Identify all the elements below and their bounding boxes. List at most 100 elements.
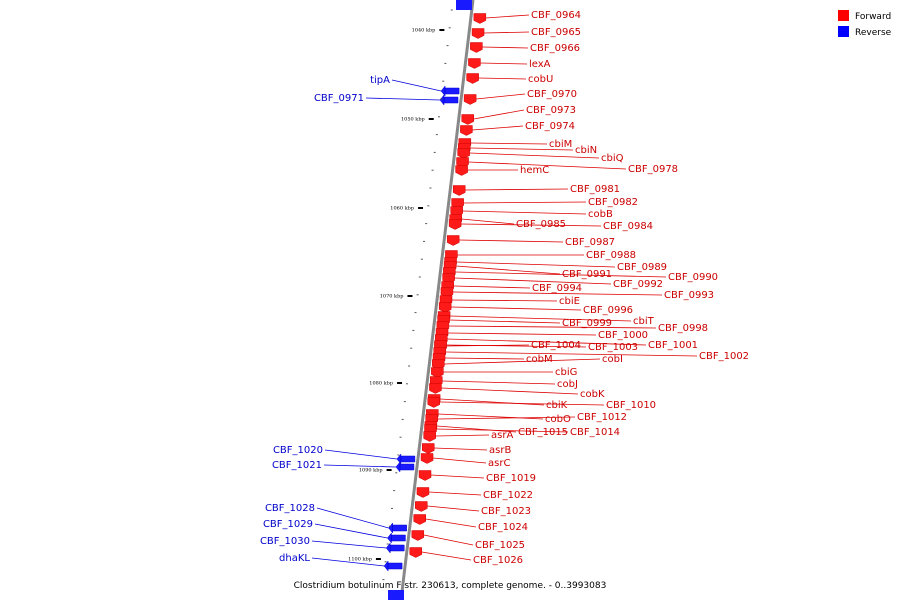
forward-gene-label[interactable]: CBF_0989 [617,262,667,273]
forward-gene-arrow[interactable] [471,28,485,39]
forward-gene-arrow[interactable] [455,165,468,176]
forward-gene-arrow[interactable] [411,530,425,541]
forward-gene-label[interactable]: CBF_0964 [531,10,581,21]
forward-gene-arrow[interactable] [421,443,435,454]
forward-gene-label[interactable]: CBF_0987 [565,237,615,248]
forward-gene-label[interactable]: CBF_0992 [613,279,663,290]
forward-gene-label[interactable]: CBF_1026 [473,555,523,566]
forward-gene-label[interactable]: CBF_1012 [577,412,627,423]
forward-gene-label[interactable]: CBF_1010 [606,400,656,411]
forward-gene-label[interactable]: asrA [491,430,513,441]
forward-gene-label[interactable]: asrC [488,458,510,469]
forward-gene-label[interactable]: cobJ [557,379,578,390]
forward-gene-label[interactable]: CBF_0991 [562,269,612,280]
reverse-gene-arrow[interactable] [388,522,407,534]
forward-gene-label[interactable]: cbiG [555,367,577,378]
forward-gene-label[interactable]: CBF_0981 [570,184,620,195]
forward-gene-label[interactable]: CBF_0999 [562,318,612,329]
forward-gene-arrow[interactable] [461,114,474,125]
reverse-gene-label[interactable]: tipA [370,75,390,86]
forward-gene-label[interactable]: CBF_0988 [586,250,636,261]
forward-gene-arrow[interactable] [420,453,434,464]
forward-gene-arrow[interactable] [463,94,477,105]
forward-gene-label[interactable]: CBF_0978 [628,164,678,175]
reverse-gene-arrow[interactable] [383,560,403,572]
forward-gene-label[interactable]: cobK [580,389,605,400]
reverse-gene-arrow[interactable] [388,590,404,600]
forward-gene-arrow[interactable] [409,547,423,558]
forward-gene-label[interactable]: CBF_0990 [668,272,718,283]
forward-gene-arrow[interactable] [416,487,430,498]
forward-gene-arrow[interactable] [466,73,479,84]
forward-gene-label[interactable]: cbiN [575,145,597,156]
forward-gene-label[interactable]: CBF_0982 [588,197,638,208]
forward-gene-arrow[interactable] [429,383,442,394]
forward-gene-label[interactable]: cobB [588,209,613,220]
forward-gene-arrow[interactable] [418,470,432,481]
forward-gene-label[interactable]: CBF_1004 [531,340,581,351]
reverse-gene-arrow[interactable] [396,453,416,465]
reverse-gene-arrow[interactable] [439,94,459,106]
forward-gene-label[interactable]: cobI [602,354,623,365]
reverse-gene-label[interactable]: CBF_1029 [263,519,313,530]
forward-gene-arrow[interactable] [457,148,470,159]
forward-gene-label[interactable]: CBF_1014 [570,427,620,438]
forward-gene-arrow[interactable] [470,42,483,53]
forward-gene-arrow[interactable] [431,367,444,378]
forward-gene-label[interactable]: cbiE [559,296,580,307]
forward-gene-label[interactable]: lexA [529,59,551,70]
forward-gene-label[interactable]: cbiT [633,316,655,327]
reverse-gene-arrow[interactable] [385,542,405,554]
forward-gene-label[interactable]: CBF_0985 [516,219,566,230]
forward-gene-label[interactable]: CBF_0996 [583,305,633,316]
forward-gene-label[interactable]: CBF_1001 [648,340,698,351]
reverse-gene-label[interactable]: CBF_0971 [314,93,364,104]
forward-gene-arrow[interactable] [415,501,428,512]
reverse-gene-label[interactable]: CBF_1020 [273,445,323,456]
forward-gene-label[interactable]: CBF_1015 [518,427,568,438]
forward-gene-label[interactable]: cobO [545,414,571,425]
forward-gene-label[interactable]: CBF_1000 [598,330,648,341]
forward-gene-arrow[interactable] [446,235,460,246]
forward-gene-label[interactable]: CBF_0998 [658,323,708,334]
forward-gene-label[interactable]: CBF_0994 [532,283,582,294]
forward-gene-label[interactable]: CBF_1003 [588,342,638,353]
forward-gene-label[interactable]: cbiQ [601,153,624,164]
forward-gene-label[interactable]: CBF_1024 [478,522,528,533]
forward-gene-label[interactable]: CBF_1019 [486,473,536,484]
forward-gene-label[interactable]: cbiK [546,400,568,411]
forward-gene-label[interactable]: CBF_0984 [603,221,653,232]
forward-gene-label[interactable]: CBF_1022 [483,490,533,501]
reverse-gene-label[interactable]: dhaKL [279,553,310,564]
forward-gene-arrow[interactable] [452,185,466,196]
forward-gene-arrow[interactable] [468,58,481,69]
forward-gene-label[interactable]: CBF_0973 [526,105,576,116]
forward-gene-label[interactable]: cobM [526,354,553,365]
forward-gene-label[interactable]: cbiM [549,139,572,150]
forward-gene-label[interactable]: CBF_0993 [664,290,714,301]
forward-gene-label[interactable]: CBF_0974 [525,121,575,132]
forward-gene-label[interactable]: cobU [528,74,553,85]
forward-gene-label[interactable]: CBF_0965 [531,27,581,38]
forward-gene-label[interactable]: CBF_1002 [699,351,749,362]
forward-gene-arrow[interactable] [473,13,487,24]
forward-gene-label[interactable]: CBF_0970 [527,89,577,100]
reverse-gene-label[interactable]: CBF_1021 [272,460,322,471]
forward-gene-label[interactable]: CBF_1025 [475,540,525,551]
reverse-gene-arrow[interactable] [387,532,406,544]
reverse-gene-arrow[interactable] [395,461,415,473]
reverse-gene-arrow[interactable] [440,85,460,97]
forward-gene-label[interactable]: hemC [520,165,549,176]
forward-gene-label[interactable]: CBF_0966 [530,43,580,54]
reverse-gene-label[interactable]: CBF_1030 [260,536,310,547]
reverse-gene-arrow[interactable] [456,0,472,10]
forward-gene-arrow[interactable] [423,431,436,442]
forward-gene-arrow[interactable] [438,302,452,313]
forward-gene-arrow[interactable] [460,125,473,136]
forward-gene-arrow[interactable] [413,514,426,525]
forward-gene-arrow[interactable] [448,219,462,230]
forward-gene-label[interactable]: CBF_1023 [481,506,531,517]
forward-gene-label[interactable]: asrB [489,445,511,456]
forward-gene-arrow[interactable] [427,397,441,408]
reverse-gene-label[interactable]: CBF_1028 [265,503,315,514]
